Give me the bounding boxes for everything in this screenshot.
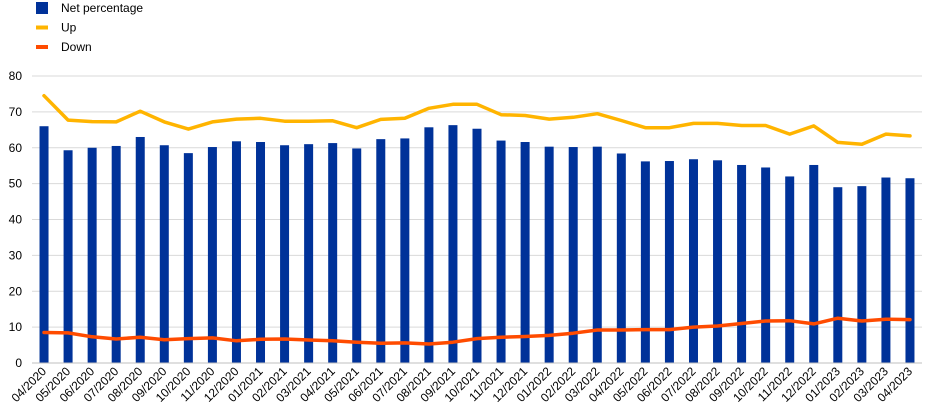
- bar-06-2021: [376, 139, 386, 363]
- bar-12-2021: [520, 142, 530, 363]
- bar-01-2021: [256, 142, 266, 363]
- y-tick-label: 40: [9, 213, 23, 227]
- bar-08-2022: [713, 160, 723, 363]
- bar-03-2023: [881, 177, 891, 363]
- bar-09-2020: [159, 145, 169, 363]
- y-tick-label: 60: [9, 141, 23, 155]
- bar-11-2021: [496, 140, 506, 363]
- y-tick-label: 30: [9, 248, 23, 262]
- legend-swatch-up: [36, 25, 48, 30]
- bar-02-2022: [568, 147, 578, 363]
- bar-01-2022: [544, 146, 554, 363]
- y-tick-label: 70: [9, 105, 23, 119]
- y-tick-label: 50: [9, 177, 23, 191]
- line-up: [42, 93, 912, 146]
- y-tick-label: 20: [9, 284, 23, 298]
- y-axis: 0 10 20 30 40 50 60 70 80: [9, 69, 23, 370]
- bar-03-2021: [304, 144, 314, 363]
- y-tick-label: 10: [9, 320, 23, 334]
- bar-04-2022: [616, 153, 626, 363]
- bar-04-2020: [39, 126, 49, 363]
- bar-06-2022: [664, 161, 674, 363]
- bar-08-2020: [135, 136, 145, 363]
- bar-04-2021: [328, 143, 338, 363]
- bar-07-2020: [111, 145, 121, 363]
- line-series: [42, 93, 912, 346]
- bar-10-2022: [761, 167, 771, 363]
- bar-09-2022: [737, 164, 747, 363]
- bar-series-net-percentage: [39, 125, 915, 364]
- bar-06-2020: [87, 147, 97, 363]
- x-axis: 04/202005/202006/202007/202008/202009/20…: [9, 362, 922, 405]
- bar-05-2021: [352, 148, 362, 363]
- bar-03-2022: [592, 146, 602, 363]
- bar-10-2020: [183, 153, 193, 363]
- bar-12-2020: [231, 141, 241, 363]
- bar-01-2023: [833, 187, 843, 363]
- legend-swatch-net-percentage: [36, 2, 48, 14]
- line-down: [42, 316, 912, 346]
- bar-07-2021: [400, 138, 410, 363]
- legend: Net percentage Up Down: [36, 1, 143, 54]
- bar-09-2021: [448, 125, 458, 364]
- bar-05-2020: [63, 150, 73, 363]
- bar-07-2022: [688, 159, 698, 363]
- bar-04-2023: [905, 178, 915, 363]
- legend-swatch-down: [36, 45, 48, 49]
- bar-08-2021: [424, 127, 434, 364]
- y-tick-label: 0: [15, 356, 22, 370]
- legend-label-down: Down: [61, 40, 92, 54]
- bar-11-2022: [785, 176, 795, 363]
- bar-11-2020: [207, 147, 217, 363]
- bar-05-2022: [640, 161, 650, 363]
- y-tick-label: 80: [9, 69, 23, 83]
- bar-02-2021: [280, 145, 290, 363]
- legend-label-up: Up: [61, 21, 77, 35]
- bar-02-2023: [857, 186, 867, 363]
- bar-12-2022: [809, 164, 819, 363]
- legend-label-net-percentage: Net percentage: [61, 1, 143, 15]
- bar-10-2021: [472, 128, 482, 363]
